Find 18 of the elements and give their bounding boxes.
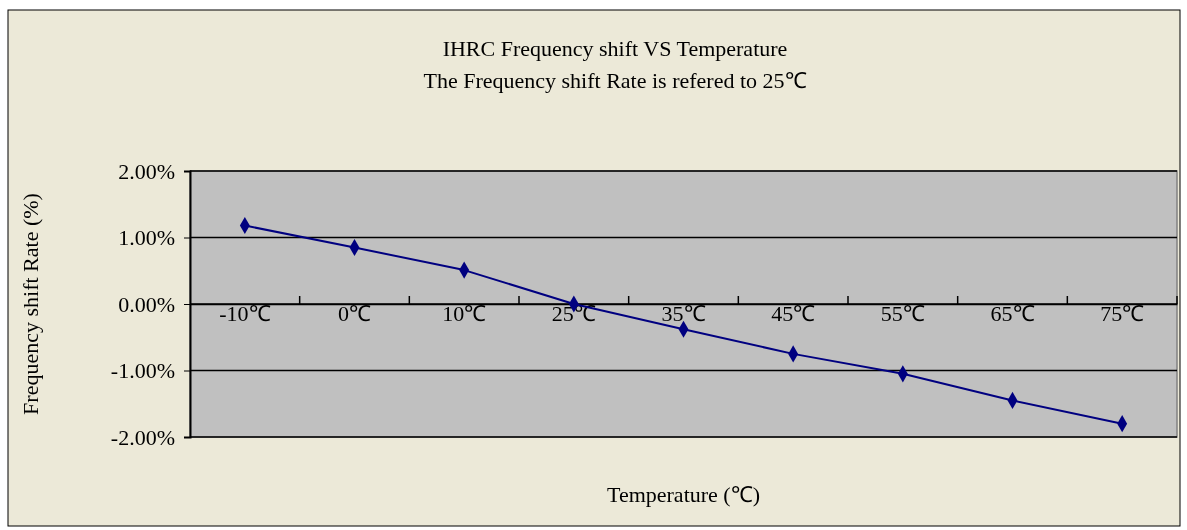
y-axis-title: Frequency shift Rate (%) xyxy=(18,193,43,415)
x-tick-label: 10℃ xyxy=(442,301,487,326)
x-tick-label: -10℃ xyxy=(219,301,271,326)
x-tick-label: 45℃ xyxy=(771,301,816,326)
y-tick-label: -1.00% xyxy=(110,358,175,384)
chart-title: IHRC Frequency shift VS Temperature xyxy=(442,36,788,61)
x-tick-label: 75℃ xyxy=(1100,301,1145,326)
chart-subtitle: The Frequency shift Rate is refered to 25℃ xyxy=(423,68,807,93)
x-tick-label: 35℃ xyxy=(661,301,706,326)
x-tick-label: 0℃ xyxy=(338,301,371,326)
x-tick-label: 65℃ xyxy=(990,301,1035,326)
x-tick-label: 25℃ xyxy=(551,301,596,326)
x-axis-title: Temperature (℃) xyxy=(607,482,760,507)
x-tick-label: 55℃ xyxy=(880,301,925,326)
y-tick-label: 1.00% xyxy=(118,225,175,251)
y-tick-label: -2.00% xyxy=(110,424,175,450)
y-tick-label: 0.00% xyxy=(118,291,175,317)
y-tick-label: 2.00% xyxy=(118,158,175,184)
